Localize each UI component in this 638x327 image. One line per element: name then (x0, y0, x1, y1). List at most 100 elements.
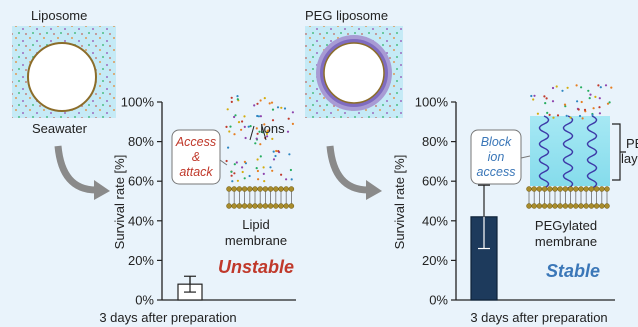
ion-dot (604, 84, 608, 87)
lipid-head (588, 186, 595, 192)
ion-dot (288, 153, 291, 156)
ion-dot (606, 102, 610, 105)
ion-dot (555, 85, 558, 88)
ytick-label: 100% (121, 95, 155, 110)
lipid-head (547, 186, 553, 192)
lipid-head (262, 186, 269, 192)
right-ions (530, 84, 613, 120)
ion-dot (291, 111, 294, 114)
lipid-head (252, 203, 258, 209)
ion-dot (233, 115, 236, 119)
pegylated-label-line1: PEGylated (535, 218, 597, 233)
ion-dot (265, 132, 269, 135)
ion-dot (241, 170, 244, 174)
ion-dot (254, 142, 257, 145)
lipid-head (278, 203, 284, 209)
ion-dot (599, 86, 602, 89)
right-panel: PEG liposome Survival rate [%] 0% 20% 40% 6… (305, 8, 638, 325)
ion-dot (262, 172, 265, 175)
lipid-head (567, 186, 574, 192)
lipid-head (252, 186, 258, 192)
ion-dot (241, 166, 244, 169)
right-bars (470, 184, 498, 301)
ion-dot (580, 100, 583, 104)
peg-chain (562, 115, 574, 189)
ion-dot (289, 168, 292, 172)
ion-dot (280, 106, 283, 109)
lipid-head (288, 203, 295, 209)
ion-dot (233, 133, 236, 136)
callout-amp: & (192, 150, 200, 164)
ion-dot (271, 137, 274, 140)
left-xlabel: 3 days after preparation (99, 310, 236, 325)
ion-dot (230, 96, 233, 99)
ion-dot (263, 180, 266, 183)
ion-dot (276, 106, 280, 109)
ion-dot (561, 89, 564, 92)
ion-dot (583, 108, 587, 111)
ion-dot (255, 127, 258, 130)
lipid-head (283, 186, 289, 192)
lipid-head (599, 186, 605, 192)
ion-dot (230, 174, 233, 177)
peg-chains (538, 115, 598, 189)
left-ions (225, 95, 294, 183)
lipid-head (567, 203, 574, 209)
ion-dot (274, 154, 277, 158)
lipid-head (283, 203, 289, 209)
lipid-head (573, 186, 579, 192)
lipid-head (552, 186, 558, 192)
ion-dot (565, 114, 568, 117)
curved-arrow-head-icon (94, 180, 110, 200)
ion-dot (255, 167, 258, 170)
lipid-head (278, 186, 284, 192)
ion-dot (530, 94, 533, 98)
ion-dot (592, 107, 595, 110)
lipid-head (262, 203, 269, 209)
callout-ion: ion (488, 150, 505, 164)
ytick-label: 0% (429, 293, 448, 308)
lipid-head (288, 186, 295, 192)
lipid-head (583, 203, 589, 209)
lipid-head (241, 186, 248, 192)
ion-dot (259, 155, 262, 158)
ion-dot (243, 177, 246, 180)
ion-dot (569, 116, 572, 119)
ion-dot (269, 166, 272, 169)
curved-arrow-icon-right (326, 145, 369, 194)
lipid-head (231, 203, 237, 209)
ion-dot (259, 99, 262, 102)
peg-liposome-title: PEG liposome (305, 8, 388, 23)
lipid-head (226, 203, 232, 209)
ion-dot (578, 114, 582, 118)
ion-dot (290, 178, 293, 181)
ion-dot (231, 180, 234, 183)
lipid-head (541, 186, 548, 192)
callout-block: Block (481, 135, 512, 149)
peg-layer-label-line2: layer (621, 151, 638, 166)
ion-dot (256, 114, 259, 118)
ion-dot (259, 143, 262, 146)
ion-dot (266, 135, 269, 138)
liposome-illustration (12, 26, 116, 118)
ion-dot (597, 84, 600, 87)
peg-liposome-sphere (323, 42, 385, 104)
ion-dot (580, 86, 583, 89)
ion-dot (233, 172, 236, 175)
ion-dot (566, 86, 569, 89)
ion-dot (225, 159, 228, 163)
ion-dot (589, 93, 592, 96)
ion-dot (225, 125, 228, 128)
ion-dot (576, 100, 579, 103)
seawater-label: Seawater (32, 121, 88, 136)
lipid-head (536, 186, 543, 192)
lipid-head (531, 186, 537, 192)
ion-dot (575, 84, 578, 87)
ion-dot (591, 113, 594, 117)
lipid-head (247, 203, 253, 209)
ion-dot (532, 98, 535, 101)
lipid-head (531, 203, 537, 209)
ion-dot (536, 112, 540, 115)
ion-dot (248, 174, 251, 178)
ytick-label: 40% (422, 213, 448, 228)
